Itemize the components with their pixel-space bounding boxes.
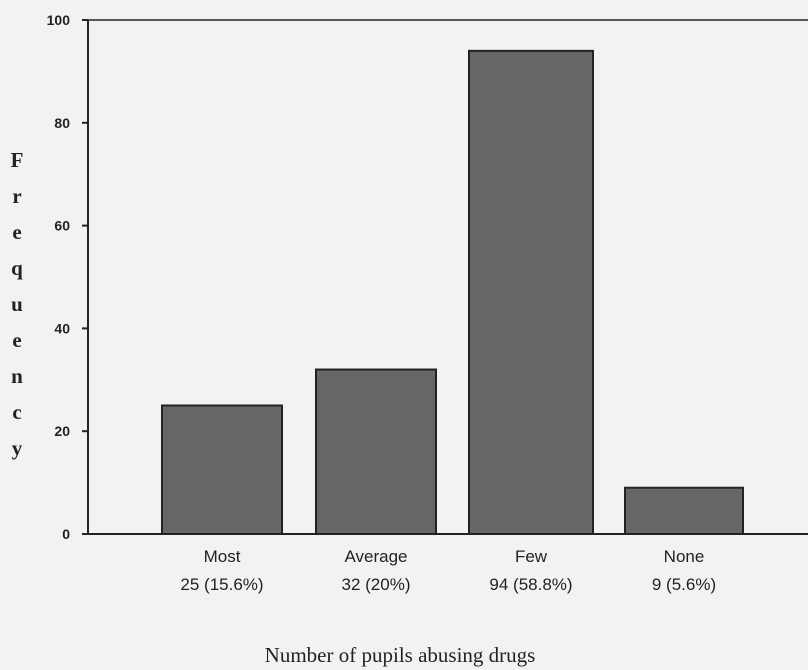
x-axis-category-labels: Most 25 (15.6%) Average 32 (20%) Few 94 (58.8…	[180, 547, 716, 594]
y-axis-title-letter: F	[11, 148, 24, 172]
y-axis-title-letter: y	[12, 436, 23, 460]
y-axis-title-letter: e	[12, 220, 21, 244]
x-axis-title: Number of pupils abusing drugs	[265, 643, 536, 667]
bar-average	[315, 368, 437, 535]
y-axis-title-letter: n	[11, 364, 23, 388]
bar-most	[161, 404, 283, 535]
x-category-label: Few	[515, 547, 548, 566]
y-tick-label: 20	[54, 423, 70, 439]
bar-few	[468, 49, 594, 536]
y-axis-title-letter: q	[11, 256, 23, 280]
bars	[161, 49, 744, 536]
y-axis-title-letter: e	[12, 328, 21, 352]
y-tick-label: 100	[47, 12, 71, 28]
x-category-sublabel: 32 (20%)	[342, 575, 411, 594]
y-tick-label: 60	[54, 218, 70, 234]
y-tick-label: 40	[54, 320, 70, 336]
x-category-sublabel: 25 (15.6%)	[180, 575, 263, 594]
bar-none	[624, 486, 744, 535]
x-category-label: Most	[204, 547, 241, 566]
x-category-sublabel: 94 (58.8%)	[489, 575, 572, 594]
x-category-sublabel: 9 (5.6%)	[652, 575, 716, 594]
y-axis-ticks: 0 20 40 60 80 100	[47, 12, 88, 542]
y-tick-label: 80	[54, 115, 70, 131]
y-axis-title-letter: u	[11, 292, 23, 316]
y-axis-title-letter: r	[12, 184, 21, 208]
x-category-label: Average	[344, 547, 407, 566]
y-axis-title-letter: c	[12, 400, 21, 424]
x-category-label: None	[664, 547, 705, 566]
y-tick-label: 0	[62, 526, 70, 542]
